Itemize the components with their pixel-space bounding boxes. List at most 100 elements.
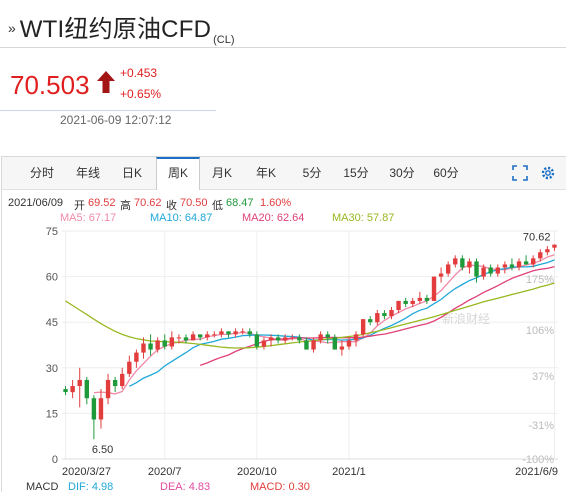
candle-body	[389, 310, 394, 317]
candle-body	[353, 334, 359, 341]
quote-divider	[0, 110, 216, 111]
candle-body	[467, 261, 472, 268]
pct-tick-label: 37%	[532, 371, 554, 383]
candle-body	[460, 258, 465, 268]
candle-body	[155, 340, 160, 350]
candle-body	[502, 264, 508, 268]
y-axis-labels: 75 60 45 30 15 0	[46, 226, 58, 466]
candle-body	[233, 331, 238, 335]
candlestick-chart[interactable]: 新浪财经 75 60 45 30 15 0 175% 106% 37% -31% -100% 20…	[2, 213, 566, 481]
close-label: 收	[166, 200, 177, 212]
candle-body	[183, 337, 189, 341]
tab-weekly-k[interactable]: 周K	[156, 157, 200, 190]
pct-tick-label: 106%	[526, 325, 554, 337]
y-tick-label: 60	[46, 272, 58, 284]
tab-year-line[interactable]: 年线	[75, 166, 100, 180]
high-value: 70.62	[134, 197, 162, 209]
candle-body	[162, 340, 167, 347]
price-change-pct: +0.65%	[120, 87, 162, 101]
candle-body	[112, 379, 118, 387]
candle-body	[91, 398, 97, 420]
macd-dif: DIF: 4.98	[68, 481, 114, 493]
candle-body	[84, 379, 89, 399]
max-price-label: 70.62	[523, 231, 551, 243]
chart-annotations: 70.62 6.50	[92, 231, 551, 456]
candle-body	[212, 334, 217, 336]
x-tick-label: 2021/1	[332, 466, 366, 478]
candle-body	[453, 258, 458, 265]
candle-body	[488, 267, 493, 274]
candle-body	[552, 244, 557, 248]
tab-intraday[interactable]: 分时	[29, 166, 54, 180]
double-chevron-icon: »	[8, 20, 16, 36]
candle-body	[105, 379, 111, 399]
tab-5min[interactable]: 5分	[302, 166, 322, 180]
y-tick-label: 15	[46, 408, 58, 420]
candle-body	[77, 379, 82, 387]
candle-body	[368, 319, 373, 323]
candle-body	[63, 389, 68, 393]
candle-body	[190, 334, 196, 341]
tab-60min[interactable]: 60分	[433, 166, 459, 180]
candle-body	[148, 343, 153, 350]
candle-body	[531, 258, 536, 265]
candle-body	[396, 300, 401, 311]
candle-body	[247, 331, 252, 335]
last-price: 70.503	[10, 70, 90, 100]
pct-tick-label: -100%	[522, 454, 554, 466]
pct-axis-labels: 175% 106% 37% -31% -100%	[522, 274, 554, 466]
candle-body	[545, 249, 550, 253]
low-value: 68.47	[226, 197, 254, 209]
ma-line-ma20	[199, 265, 555, 367]
tab-30min[interactable]: 30分	[389, 166, 415, 180]
low-label: 低	[212, 200, 223, 212]
candle-body	[516, 261, 522, 268]
chart-grid	[62, 230, 558, 460]
candle-body	[445, 264, 451, 274]
period-tabs: 分时 年线 日K 周K 月K 年K 5分 15分 30分 60分	[2, 157, 566, 190]
candle-body	[290, 337, 295, 339]
candle-body	[70, 386, 75, 393]
candle-body	[197, 334, 203, 338]
watermark: 新浪财经	[442, 311, 490, 326]
y-tick-label: 75	[46, 226, 58, 238]
pct-tick-label: -31%	[528, 420, 554, 432]
x-tick-label: 2020/10	[237, 466, 277, 478]
candle-body	[240, 331, 245, 333]
candle-body	[431, 276, 437, 301]
candle-body	[297, 337, 302, 341]
candle-body	[417, 297, 423, 301]
candle-body	[339, 346, 345, 350]
quote-timestamp: 2021-06-09 12:07:12	[60, 113, 172, 127]
macd-label: MACD	[26, 481, 59, 493]
ma10-legend: MA10: 64.87	[150, 212, 213, 224]
open-label: 开	[74, 200, 85, 212]
x-tick-label: 2020/7	[148, 466, 182, 478]
ma-line-ma30	[65, 282, 555, 349]
open-value: 69.52	[88, 197, 116, 209]
candle-body	[346, 340, 352, 347]
candle-body	[169, 337, 175, 347]
tab-monthly-k[interactable]: 月K	[211, 166, 232, 180]
candle-body	[382, 313, 387, 317]
candle-body	[261, 340, 267, 347]
price-change: +0.453	[120, 66, 158, 80]
candles	[63, 244, 557, 440]
up-arrow-icon	[97, 71, 115, 93]
tab-daily-k[interactable]: 日K	[121, 166, 142, 180]
symbol-code: (CL)	[213, 34, 235, 46]
settings-icon[interactable]	[540, 165, 556, 181]
candle-body	[523, 261, 529, 265]
candle-body	[495, 267, 500, 274]
candle-body	[254, 334, 260, 347]
tab-yearly-k[interactable]: 年K	[255, 166, 276, 180]
x-tick-label: 2020/3/27	[62, 466, 111, 478]
macd-dea: DEA: 4.83	[160, 481, 211, 493]
tab-15min[interactable]: 15分	[343, 166, 369, 180]
candle-body	[205, 334, 210, 338]
candle-body	[538, 252, 543, 259]
candle-body	[403, 300, 408, 304]
candle-body	[509, 264, 515, 268]
fullscreen-icon[interactable]	[512, 165, 528, 181]
change-pct: 1.60%	[260, 197, 292, 209]
